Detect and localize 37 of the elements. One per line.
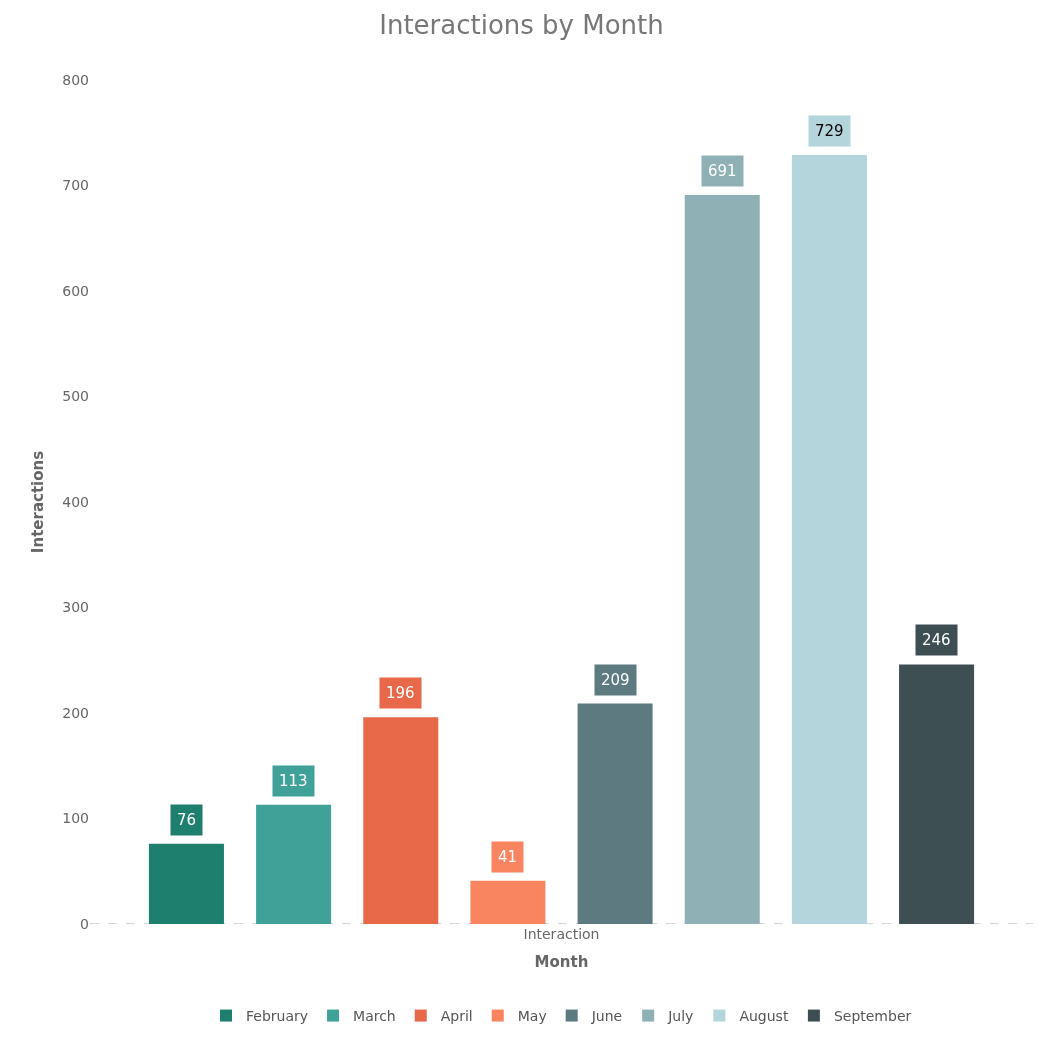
y-tick-label: 0 [80, 915, 89, 932]
data-label: 41 [498, 848, 518, 866]
bar [470, 880, 546, 924]
x-axis-title: Month [534, 953, 589, 971]
y-tick-label: 800 [62, 71, 89, 88]
legend-label: March [353, 1008, 396, 1025]
y-tick-label: 200 [62, 704, 89, 721]
y-tick-label: 600 [62, 282, 89, 299]
y-tick-label: 400 [62, 493, 89, 510]
legend-label: July [667, 1008, 694, 1025]
bar [363, 717, 439, 924]
legend-label: September [833, 1008, 912, 1025]
data-label: 691 [708, 162, 737, 180]
data-label: 76 [177, 811, 197, 829]
data-label: 113 [279, 772, 308, 790]
x-tick-label: Interaction [523, 926, 600, 942]
legend-label: June [590, 1008, 623, 1025]
bar [148, 843, 224, 924]
y-tick-label: 500 [62, 388, 89, 405]
legend-label: February [246, 1008, 309, 1025]
bar [256, 804, 332, 924]
data-label: 729 [815, 122, 844, 140]
bar [791, 154, 867, 924]
bar [899, 664, 975, 924]
y-tick-label: 100 [62, 810, 89, 827]
legend-label: April [440, 1008, 473, 1025]
data-label: 246 [922, 631, 951, 649]
y-tick-label: 300 [62, 599, 89, 616]
chart-title: Interactions by Month [379, 9, 664, 40]
bar [684, 195, 760, 924]
y-axis-title: Interactions [28, 450, 47, 554]
bar [577, 703, 653, 924]
legend-label: August [739, 1008, 789, 1025]
legend-label: May [517, 1008, 547, 1025]
data-label: 196 [386, 684, 415, 702]
y-tick-label: 700 [62, 177, 89, 194]
data-label: 209 [601, 671, 630, 689]
